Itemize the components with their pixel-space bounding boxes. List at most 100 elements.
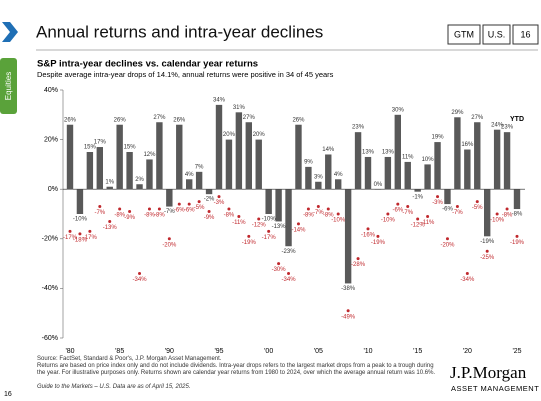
bar: [166, 189, 173, 207]
decline-label: -6%: [184, 208, 195, 214]
decline-label: -19%: [510, 240, 525, 246]
decline-dot: [495, 212, 499, 216]
x-tick-label: '95: [214, 348, 223, 355]
decline-label: -3%: [432, 200, 443, 206]
decline-dot: [356, 257, 360, 261]
bar: [66, 124, 74, 190]
decline-dot: [277, 262, 281, 266]
bar-label: 4%: [334, 172, 343, 178]
bar: [364, 156, 372, 190]
section-tab: [0, 58, 17, 114]
bar: [474, 122, 481, 190]
logo-sub: ASSET MANAGEMENT: [451, 384, 539, 393]
bar: [464, 149, 471, 190]
decline-label: -7%: [94, 210, 105, 216]
bar: [424, 164, 431, 190]
decline-dot: [257, 217, 261, 221]
bar: [404, 161, 411, 190]
chevron: [2, 22, 18, 42]
bar-label: 12%: [143, 152, 156, 158]
bar-label: 17%: [94, 140, 107, 146]
chart-subtitle: Despite average intra-year drops of 14.1…: [37, 70, 334, 79]
section-tab-label: Equities: [4, 72, 13, 100]
decline-label: -25%: [480, 255, 495, 261]
bar: [384, 156, 392, 190]
bar-label: 30%: [392, 107, 405, 113]
decline-label: -5%: [194, 205, 205, 211]
decline-label: -20%: [162, 242, 177, 248]
bar: [126, 152, 133, 190]
decline-dot: [247, 234, 251, 238]
y-tick-label: 40%: [44, 87, 58, 94]
decline-dot: [386, 212, 390, 216]
bar-label: 27%: [471, 115, 484, 121]
x-tick-label: '20: [463, 348, 472, 355]
decline-label: -19%: [371, 240, 386, 246]
decline-dot: [316, 205, 320, 209]
bar: [275, 189, 282, 222]
decline-label: -8%: [323, 213, 334, 219]
x-tick-label: '85: [115, 348, 124, 355]
decline-dot: [217, 195, 221, 199]
bar-label: 34%: [213, 97, 226, 103]
decline-dot: [177, 202, 181, 206]
bar: [305, 166, 312, 190]
decline-label: -7%: [313, 210, 324, 216]
bar-label: 14%: [322, 147, 335, 153]
x-tick-label: '15: [413, 348, 422, 355]
bar: [493, 129, 501, 190]
bar: [86, 152, 94, 190]
bar-label: -7%: [164, 209, 175, 215]
footnote: Returns are based on price index only an…: [37, 363, 436, 376]
bar: [344, 189, 352, 284]
bar: [434, 142, 441, 190]
bar: [116, 124, 123, 190]
bar: [335, 179, 342, 190]
bar-label: 31%: [233, 105, 246, 111]
bar-label: 16%: [461, 142, 474, 148]
decline-dot: [267, 229, 271, 233]
bar: [176, 124, 183, 190]
decline-label: -17%: [262, 235, 277, 241]
bar-label: 15%: [124, 145, 137, 151]
bar-label: 20%: [223, 132, 236, 138]
bar: [255, 139, 262, 190]
decline-label: -30%: [272, 267, 287, 273]
decline-dot: [376, 234, 380, 238]
decline-label: -17%: [83, 235, 98, 241]
decline-label: -10%: [490, 218, 505, 224]
decline-dot: [326, 207, 330, 211]
bar-label: 10%: [422, 157, 435, 163]
bar: [295, 124, 302, 190]
decline-label: -10%: [331, 218, 346, 224]
decline-dot: [505, 207, 509, 211]
decline-dot: [296, 222, 300, 226]
x-tick-label: '80: [65, 348, 74, 355]
decline-label: -9%: [124, 215, 135, 221]
x-tick-label: '05: [314, 348, 323, 355]
decline-label: -7%: [402, 210, 413, 216]
bar-label: 26%: [64, 117, 77, 123]
bar-label: -13%: [272, 224, 287, 230]
decline-dot: [237, 214, 241, 218]
decline-label: -19%: [242, 240, 257, 246]
decline-label: -34%: [133, 277, 148, 283]
decline-label: -8%: [154, 213, 165, 219]
bar-label: 19%: [432, 135, 445, 141]
bar-label: -2%: [204, 197, 215, 203]
decline-dot: [406, 205, 410, 209]
decline-dot: [366, 227, 370, 231]
decline-label: -16%: [361, 232, 376, 238]
bar-label: 13%: [362, 150, 375, 156]
bar: [146, 159, 153, 190]
decline-dot: [336, 212, 340, 216]
decline-label: -34%: [282, 277, 297, 283]
decline-label: -18%: [73, 237, 88, 243]
y-tick-label: -20%: [42, 236, 58, 243]
decline-label: -20%: [440, 242, 455, 248]
decline-dot: [128, 210, 132, 214]
bar-label: 24%: [491, 122, 504, 128]
bar-label: 26%: [292, 117, 305, 123]
decline-dot: [416, 217, 420, 221]
